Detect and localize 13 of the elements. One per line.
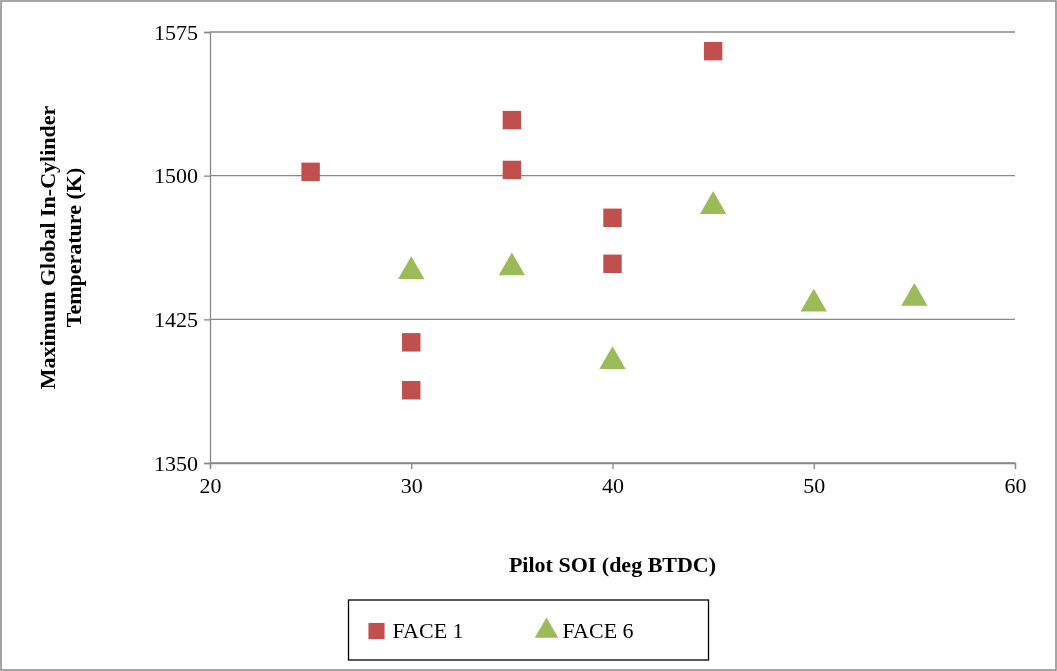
legend-label: FACE 6	[562, 618, 634, 643]
y-tick-label: 1425	[154, 306, 198, 332]
x-tick-label: 30	[400, 472, 423, 498]
x-tick-label: 40	[602, 472, 624, 498]
x-tick-label: 50	[803, 472, 826, 498]
x-axis-title: Pilot SOI (deg BTDC)	[508, 552, 717, 577]
y-tick-label: 1350	[154, 450, 198, 476]
x-tick-label: 60	[1004, 472, 1027, 498]
y-tick-label: 1575	[154, 19, 198, 45]
y-tick-label: 1500	[154, 163, 198, 189]
legend-label: FACE 1	[392, 618, 464, 643]
y-axis-title: Maximum Global In-Cylinder Temperature (K)	[35, 105, 86, 390]
x-tick-label: 20	[199, 472, 222, 498]
